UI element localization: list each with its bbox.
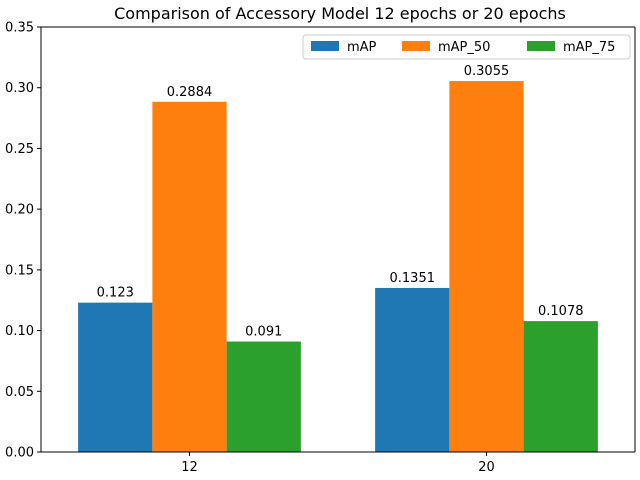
- y-tick-label: 0.35: [5, 21, 34, 36]
- y-tick-label: 0.25: [5, 142, 34, 157]
- bar-map-75-20: [523, 321, 598, 452]
- data-label: 0.123: [97, 286, 134, 301]
- bar-map-50-12: [152, 101, 227, 453]
- bar-map-20: [375, 287, 450, 452]
- y-tick-label: 0.15: [5, 263, 34, 278]
- legend-label-map-75: mAP_75: [563, 40, 615, 55]
- legend: mAP mAP_50 mAP_75: [302, 34, 631, 60]
- data-label: 0.091: [245, 325, 282, 340]
- plot-area: 0.123 0.1351 0.2884 0.3055 0.091 0.1078 0.00 0.…: [5, 21, 636, 475]
- bar-map-75-12: [226, 341, 301, 452]
- y-tick-label: 0.30: [5, 81, 34, 96]
- bar-map-12: [78, 302, 153, 452]
- legend-label-map-50: mAP_50: [438, 40, 490, 55]
- legend-swatch-map-50: [402, 41, 430, 51]
- y-tick-label: 0.20: [5, 203, 34, 218]
- data-label: 0.1351: [390, 271, 436, 286]
- legend-swatch-map: [311, 41, 339, 51]
- legend-label-map: mAP: [347, 40, 377, 55]
- x-tick-label: 20: [478, 460, 495, 475]
- y-tick-label: 0.05: [5, 385, 34, 400]
- y-tick-label: 0.10: [5, 324, 34, 339]
- data-label: 0.3055: [464, 64, 510, 79]
- chart-title: Comparison of Accessory Model 12 epochs …: [114, 4, 566, 23]
- data-label: 0.2884: [167, 85, 213, 100]
- y-tick-label: 0.00: [5, 446, 34, 461]
- legend-swatch-map-75: [527, 41, 555, 51]
- x-tick-label: 12: [181, 460, 198, 475]
- bar-map-50-20: [449, 81, 524, 453]
- data-label: 0.1078: [538, 304, 584, 319]
